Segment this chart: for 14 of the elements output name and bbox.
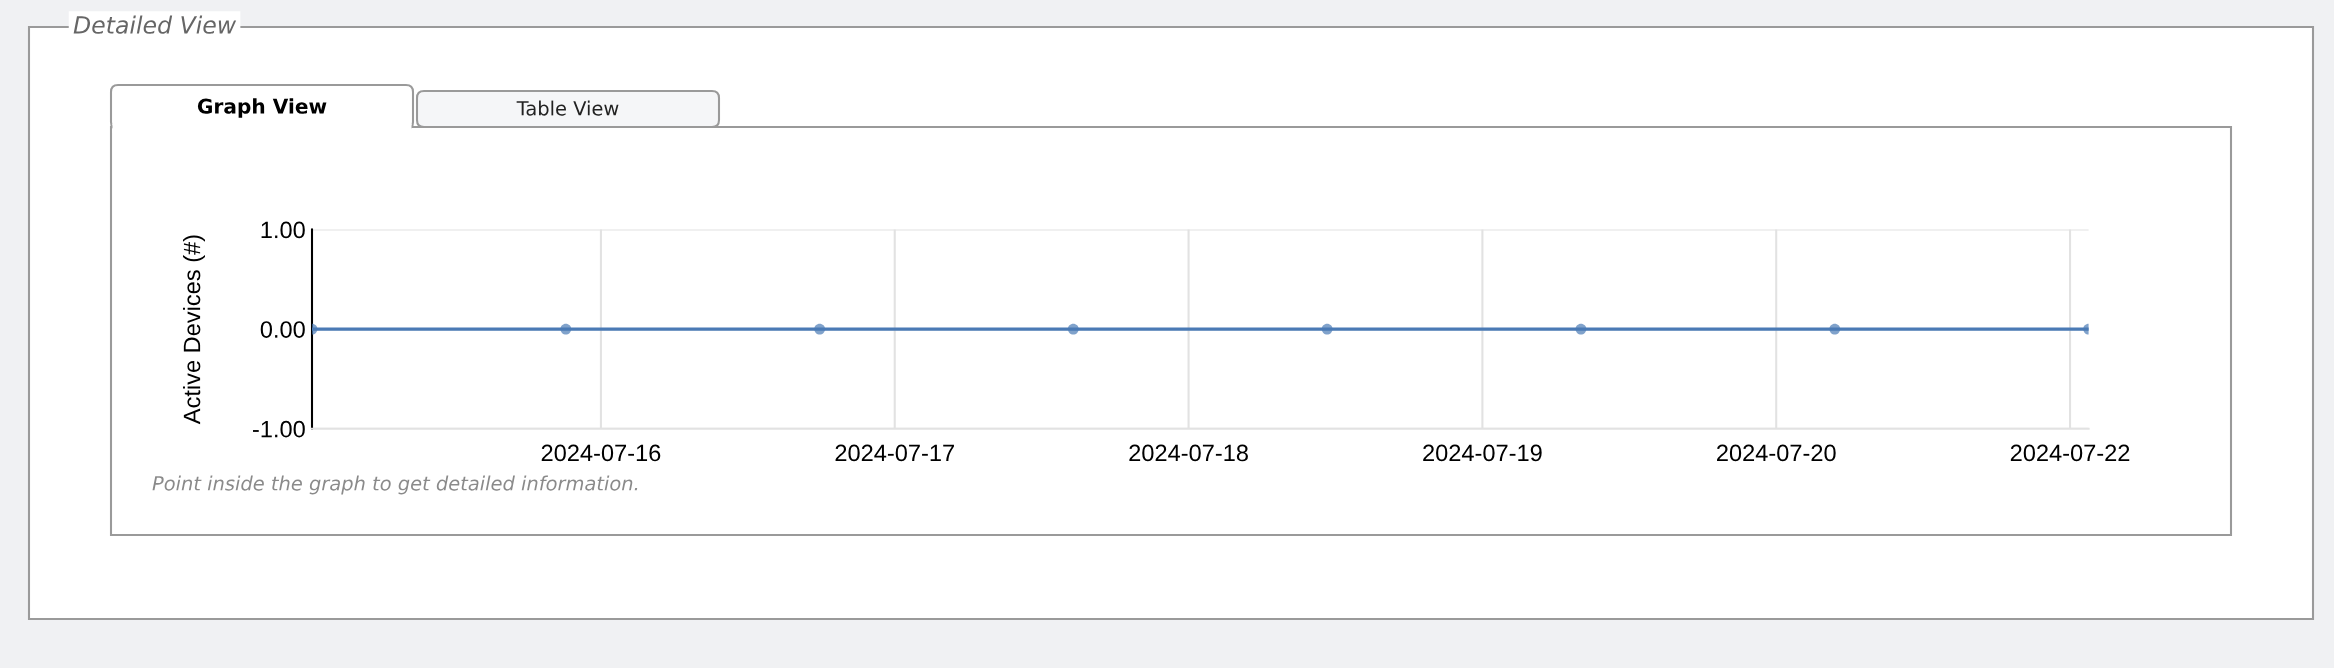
x-tick-label: 2024-07-22 xyxy=(2010,444,2130,462)
y-tick-label: 0.00 xyxy=(260,321,305,338)
x-tick-label: 2024-07-20 xyxy=(1717,444,1836,462)
y-axis-title: Active Devices (#) xyxy=(182,235,205,425)
text: Graph View xyxy=(197,98,327,118)
chart-title: Detailed View xyxy=(73,15,237,34)
x-tick-label: 2024-07-18 xyxy=(1129,444,1248,462)
y-tick-label: 1.00 xyxy=(261,221,305,239)
x-tick-label: 2024-07-17 xyxy=(835,444,954,462)
y-tick-label: -1.00 xyxy=(252,420,305,438)
text: Table View xyxy=(516,100,619,116)
text: Point inside the graph to get detailed information. xyxy=(152,475,638,495)
x-tick-label: 2024-07-16 xyxy=(541,444,661,462)
x-tick-label: 2024-07-19 xyxy=(1423,444,1542,462)
